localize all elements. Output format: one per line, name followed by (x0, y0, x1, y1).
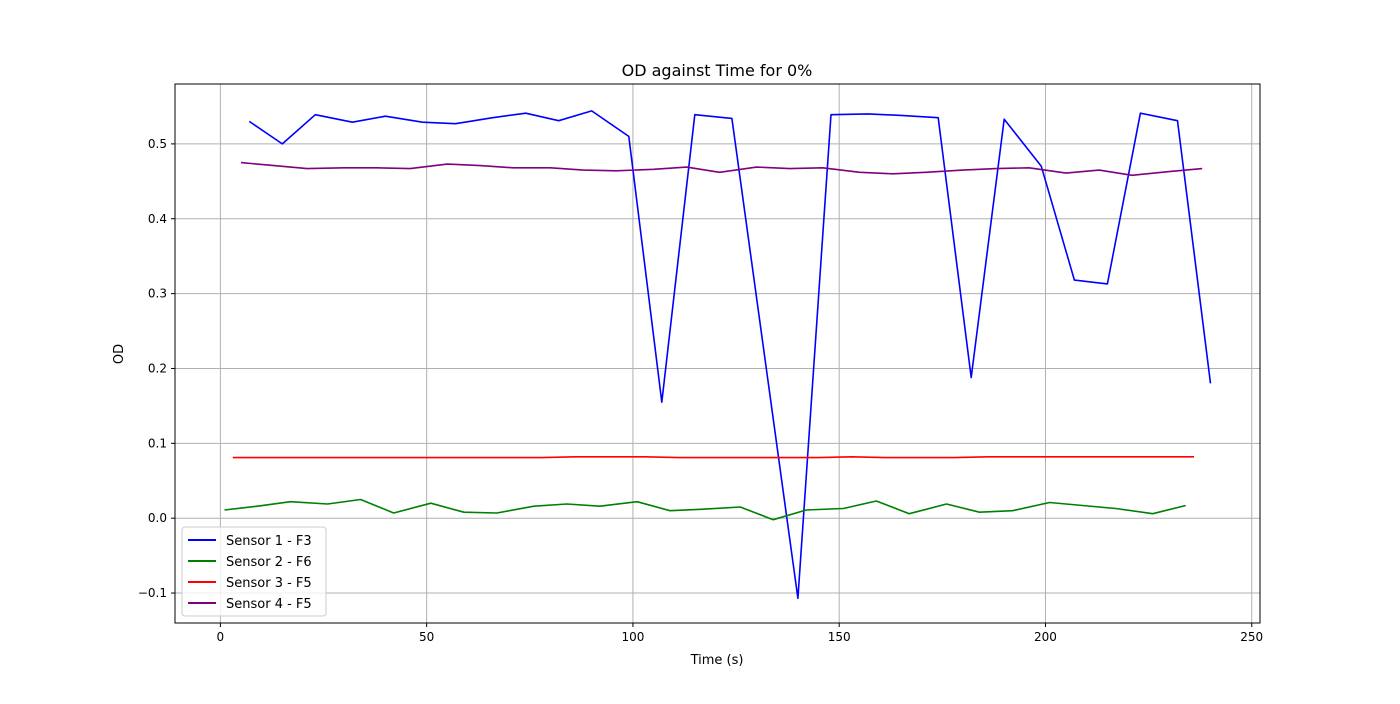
legend-label-sensor-3: Sensor 3 - F5 (226, 576, 312, 591)
y-tick-label: 0.2 (148, 361, 167, 375)
y-tick-label: 0.3 (148, 287, 167, 301)
y-tick-label: −0.1 (138, 586, 167, 600)
x-tick-label: 200 (1034, 630, 1057, 644)
series-line-sensor-4 (240, 161, 1203, 177)
y-tick-label: 0.5 (148, 137, 167, 151)
x-axis-label: Time (s) (690, 653, 744, 668)
x-tick-label: 50 (419, 630, 434, 644)
series-line-sensor-3 (232, 455, 1194, 459)
legend-label-sensor-4: Sensor 4 - F5 (226, 597, 312, 612)
y-tick-label: 0.1 (148, 436, 167, 450)
legend: Sensor 1 - F3 Sensor 2 - F6 Sensor 3 - F5 S… (181, 526, 327, 617)
x-tick-label: 0 (217, 630, 225, 644)
x-tick-label: 150 (828, 630, 851, 644)
x-axis-ticks: 0 50 100 150 200 250 (217, 623, 1263, 644)
legend-label-sensor-1: Sensor 1 - F3 (226, 534, 312, 549)
x-tick-label: 100 (621, 630, 644, 644)
series-lines (224, 110, 1212, 600)
y-axis-ticks: −0.1 0.0 0.1 0.2 0.3 0.4 0.5 (138, 137, 175, 600)
chart-title: OD against Time for 0% (622, 61, 813, 80)
legend-box (181, 526, 327, 617)
x-tick-label: 250 (1240, 630, 1263, 644)
legend-label-sensor-2: Sensor 2 - F6 (226, 555, 312, 570)
series-line-sensor-2 (224, 498, 1186, 521)
y-tick-label: 0.4 (148, 212, 167, 226)
series-line-sensor-1 (248, 110, 1212, 600)
y-axis-label: OD (112, 344, 127, 364)
y-tick-label: 0.0 (148, 511, 167, 525)
plot-area-frame (174, 83, 1261, 624)
